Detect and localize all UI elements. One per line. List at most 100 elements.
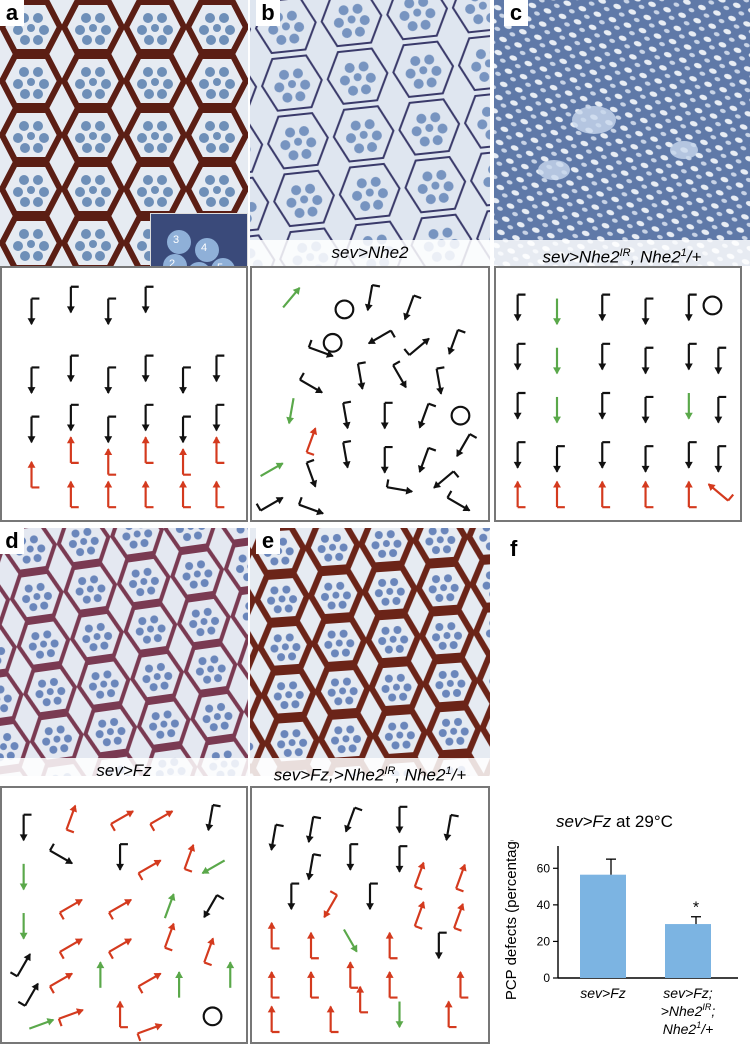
polarity-arrow xyxy=(305,427,318,456)
pcp-bar-chart: 0 20 40 60 PCP defects (percentage) sev>Fz * se… xyxy=(503,840,738,1037)
polarity-arrow xyxy=(49,972,73,994)
panel-a-schematic xyxy=(0,266,248,522)
panel-a-micrograph: a 3 4 2 5 7 1 6 xyxy=(0,0,248,266)
polarity-arrow xyxy=(553,298,561,326)
polarity-arrow xyxy=(395,805,408,834)
polarity-arrow xyxy=(305,458,318,488)
polarity-arrow xyxy=(447,328,466,355)
polarity-arrow xyxy=(104,297,117,326)
panel-c-letter: c xyxy=(504,0,528,26)
polarity-arrow xyxy=(66,285,79,314)
panel-a-letter: a xyxy=(0,0,24,26)
panel-b-tissue xyxy=(250,0,490,266)
polarity-arrow xyxy=(346,961,359,989)
polarity-arrow xyxy=(364,283,381,312)
polarity-arrow xyxy=(385,971,398,999)
polarity-arrow xyxy=(179,448,191,476)
missing-ommatidium-circle xyxy=(322,332,343,353)
bar xyxy=(665,924,711,978)
polarity-arrow xyxy=(553,347,561,375)
polarity-arrow xyxy=(9,953,31,978)
polarity-arrow xyxy=(108,898,132,920)
polarity-arrow xyxy=(267,971,280,999)
polarity-arrow xyxy=(443,813,459,842)
polarity-arrow xyxy=(433,470,460,489)
y-tick-label: 40 xyxy=(537,898,551,912)
panel-b-caption: sev>Nhe2 xyxy=(250,240,490,266)
polarity-arrow xyxy=(418,402,437,429)
polarity-arrow xyxy=(19,913,28,940)
polarity-arrow xyxy=(444,1000,457,1029)
polarity-arrow xyxy=(212,354,225,383)
polarity-arrow xyxy=(513,391,526,420)
polarity-arrow xyxy=(179,480,191,509)
panel-c-caption: sev>Nhe2IR, Nhe21/+ xyxy=(494,240,750,267)
missing-ommatidium-circle xyxy=(450,405,471,426)
arrow-field-b xyxy=(255,283,478,516)
missing-ommatidium-circle xyxy=(202,1006,223,1027)
polarity-arrow xyxy=(366,882,378,911)
panel-f-letter: f xyxy=(510,536,518,561)
polarity-arrow xyxy=(203,894,225,919)
polarity-arrow xyxy=(641,297,654,326)
inset-number: 2 xyxy=(169,258,176,266)
polarity-arrow xyxy=(395,845,408,873)
polarity-arrow xyxy=(201,859,226,875)
polarity-arrow xyxy=(298,372,323,394)
polarity-arrow xyxy=(137,972,162,994)
polarity-arrow xyxy=(141,285,154,314)
polarity-arrow xyxy=(226,961,235,988)
polarity-arrow xyxy=(446,490,471,512)
polarity-arrow xyxy=(380,446,393,474)
polarity-arrow xyxy=(305,815,322,844)
polarity-arrow xyxy=(260,462,284,478)
panel-c-schematic xyxy=(494,266,742,522)
polarity-arrow xyxy=(356,361,366,390)
polarity-arrow xyxy=(346,843,359,871)
polarity-arrow xyxy=(212,480,225,509)
polarity-arrow xyxy=(456,433,478,458)
polarity-arrow xyxy=(435,366,445,395)
inset-number: 3 xyxy=(173,234,180,246)
polarity-arrow xyxy=(553,480,565,509)
polarity-arrow xyxy=(163,893,176,919)
polarity-arrow xyxy=(66,480,79,509)
polarity-arrow xyxy=(413,901,426,930)
polarity-arrow xyxy=(163,922,176,952)
polarity-arrow xyxy=(307,339,334,358)
polarity-arrow xyxy=(641,480,654,509)
polarity-arrow xyxy=(141,403,154,432)
panel-b-letter: b xyxy=(256,0,280,26)
polarity-arrow xyxy=(307,931,319,960)
polarity-arrow xyxy=(19,813,32,842)
panel-d-letter: d xyxy=(0,528,24,554)
polarity-arrow xyxy=(267,921,280,950)
polarity-arrow xyxy=(598,391,611,420)
polarity-arrow xyxy=(108,938,132,960)
polarity-arrow xyxy=(203,937,215,967)
inset-ommatidium xyxy=(163,230,235,266)
y-tick-label: 0 xyxy=(543,971,550,985)
polarity-arrow xyxy=(17,982,39,1007)
missing-ommatidium-circle xyxy=(334,299,355,320)
polarity-arrow xyxy=(305,853,322,881)
polarity-arrow xyxy=(403,294,422,321)
bar xyxy=(580,874,626,978)
polarity-arrow xyxy=(179,366,191,394)
polarity-arrow xyxy=(183,844,195,873)
panel-d-schematic xyxy=(0,786,248,1044)
polarity-arrow xyxy=(149,810,174,832)
panel-a-inset: 3 4 2 5 7 1 6 xyxy=(150,213,248,266)
polarity-arrow xyxy=(456,971,469,999)
polarity-arrow xyxy=(598,342,611,371)
polarity-arrow xyxy=(684,480,697,509)
panel-c-tissue xyxy=(494,0,750,266)
polarity-arrow xyxy=(356,985,369,1014)
missing-ommatidium-circle xyxy=(702,295,723,316)
polarity-arrow xyxy=(342,439,352,469)
polarity-arrow xyxy=(707,483,735,502)
panel-e-letter: e xyxy=(256,528,280,554)
polarity-arrow xyxy=(344,806,363,833)
polarity-arrow xyxy=(714,346,727,375)
polarity-arrow xyxy=(110,810,134,832)
